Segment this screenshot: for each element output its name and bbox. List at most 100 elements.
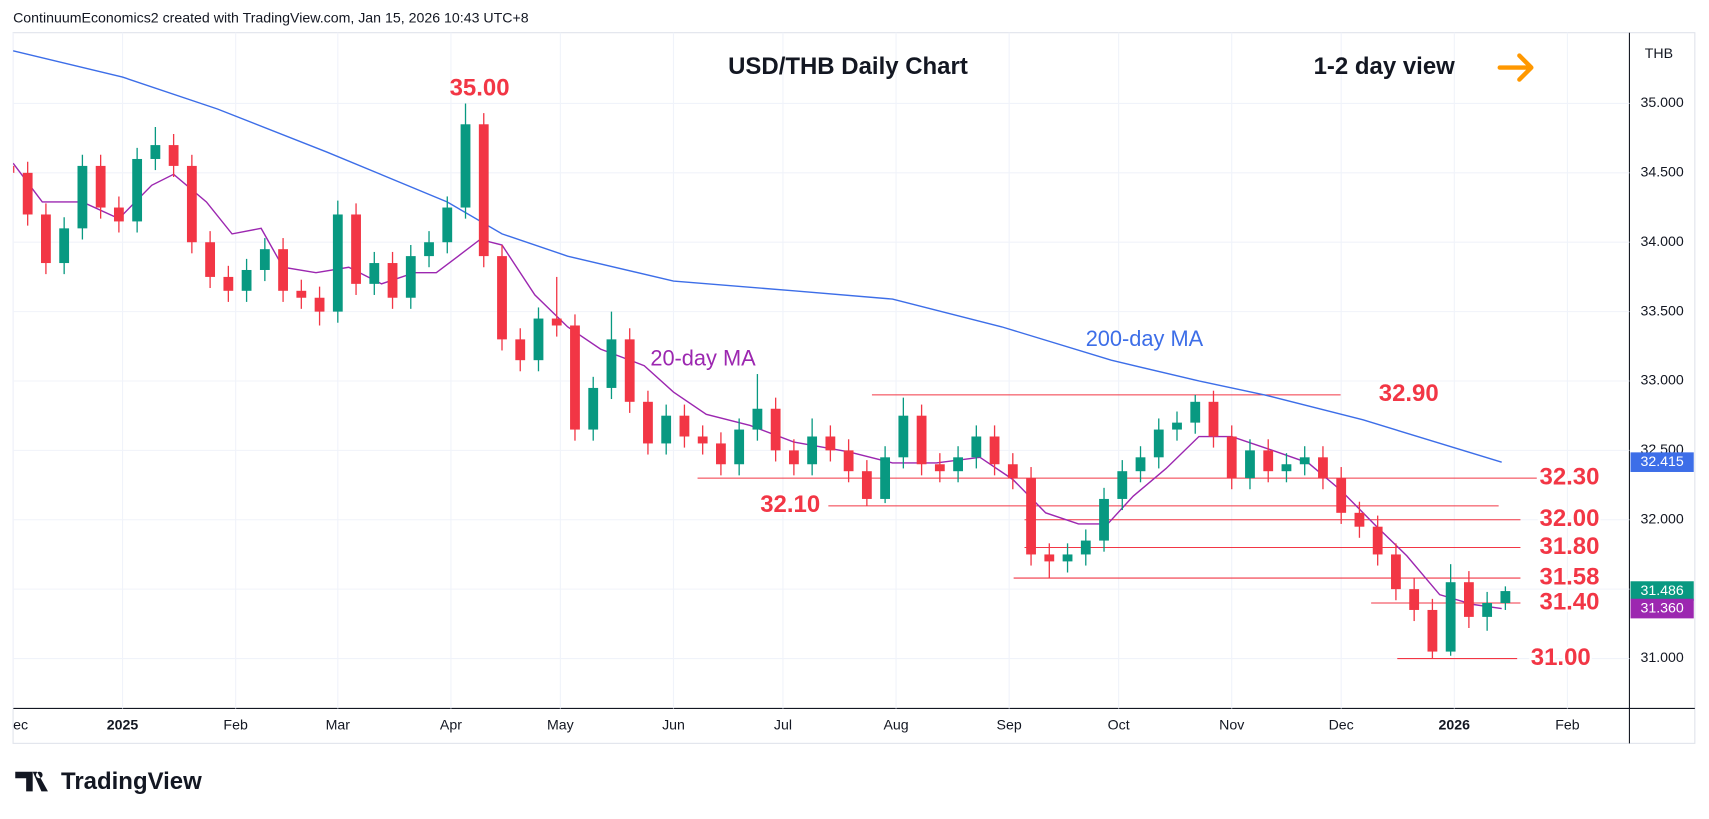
candle-body	[1500, 591, 1511, 604]
candle-body	[113, 207, 124, 222]
x-tick-label: Oct	[1108, 718, 1130, 734]
candle-body	[1463, 582, 1474, 617]
level-label: 31.80	[1539, 533, 1599, 560]
candle-body	[661, 415, 672, 444]
candle-body	[1190, 401, 1201, 423]
x-tick-label: Feb	[1555, 718, 1580, 734]
candle-body	[1427, 609, 1438, 652]
price-badge	[1630, 598, 1694, 619]
candle-body	[916, 415, 927, 465]
candle-body	[1099, 498, 1109, 541]
plot-area	[13, 50, 1511, 659]
candle-body	[1263, 450, 1274, 472]
candle-body	[314, 297, 325, 312]
candle-body	[59, 228, 70, 264]
candle-body	[843, 450, 854, 472]
x-tick-label: Nov	[1219, 718, 1245, 734]
candle-body	[186, 165, 197, 243]
y-tick-label: 33.500	[1640, 303, 1683, 319]
level-label: 32.30	[1539, 463, 1599, 490]
level-label: 32.90	[1379, 380, 1439, 407]
candle-body	[1080, 540, 1091, 555]
candle-body	[1245, 450, 1255, 479]
candle-body	[1372, 526, 1383, 555]
price-badge	[1630, 452, 1694, 472]
candle-body	[825, 436, 836, 451]
candle-body	[588, 387, 599, 430]
candle-body	[1299, 457, 1310, 465]
currency-label: THB	[1645, 46, 1673, 62]
axes: 31.00031.50032.00032.50033.00033.50034.0…	[13, 95, 1694, 734]
candle-body	[1318, 457, 1328, 479]
price-badge	[1630, 581, 1694, 601]
chart-subtitle: 1-2 day view	[1314, 53, 1456, 80]
candle-body	[95, 165, 106, 208]
x-tick-label: Dec	[1329, 718, 1354, 734]
candle-body	[934, 464, 945, 472]
candle-body	[22, 172, 33, 215]
candle-body	[259, 249, 270, 270]
price-badge-label: 31.360	[1640, 600, 1683, 616]
level-label: 31.58	[1539, 563, 1599, 590]
candle-body	[861, 471, 872, 499]
x-tick-label: ec	[13, 718, 28, 734]
candle-body	[497, 256, 507, 340]
y-tick-label: 34.000	[1640, 234, 1683, 250]
x-tick-label: Aug	[883, 718, 908, 734]
candle-body	[624, 339, 635, 402]
candle-body	[1354, 512, 1365, 527]
candle-body	[1153, 429, 1164, 458]
candle-body	[734, 429, 745, 465]
candle-body	[351, 214, 361, 284]
x-tick-label: May	[547, 718, 575, 734]
candle-body	[1062, 554, 1073, 562]
series-label: 200-day MA	[1086, 326, 1204, 351]
y-tick-label: 34.500	[1640, 165, 1683, 181]
candle-body	[13, 165, 15, 173]
candle-body	[1226, 436, 1237, 479]
candle-body	[132, 158, 143, 222]
y-tick-label: 31.000	[1640, 650, 1683, 666]
price-badge-label: 31.486	[1640, 583, 1683, 599]
candle-body	[296, 290, 307, 298]
footer-logo: TradingView	[15, 768, 202, 795]
y-tick-label: 32.000	[1640, 511, 1683, 527]
candle-body	[387, 263, 398, 298]
candle-body	[1026, 478, 1036, 555]
footer-text: TradingView	[61, 768, 202, 795]
candle-body	[971, 436, 982, 458]
x-tick-label: Jun	[662, 718, 685, 734]
moving-average	[13, 50, 1502, 463]
candle-body	[643, 401, 653, 444]
chart-title: USD/THB Daily Chart	[728, 53, 968, 80]
candle-body	[1117, 471, 1128, 499]
candle-body	[77, 165, 88, 229]
x-tick-label: Apr	[440, 718, 462, 734]
candle-body	[953, 457, 963, 472]
x-tick-label: Mar	[326, 718, 351, 734]
x-tick-label: 2025	[107, 718, 139, 734]
candle-body	[570, 325, 580, 430]
candle-body	[205, 242, 216, 277]
header: ContinuumEconomics2 created with Trading…	[13, 10, 529, 26]
candle-body	[606, 339, 617, 388]
candle-body	[770, 408, 781, 451]
candle-body	[1336, 478, 1347, 513]
y-tick-label: 35.000	[1640, 95, 1683, 111]
candle-body	[1044, 554, 1055, 562]
candle-body	[716, 443, 726, 465]
level-label: 32.10	[760, 491, 820, 518]
candle-body	[168, 145, 179, 166]
level-label: 35.00	[450, 75, 510, 102]
x-tick-label: Feb	[223, 718, 248, 734]
x-tick-label: Sep	[997, 718, 1022, 734]
candle-body	[752, 408, 763, 430]
candle-body	[898, 415, 909, 458]
grid	[12, 32, 1630, 709]
candle-body	[241, 269, 252, 291]
candle-body	[679, 415, 690, 437]
